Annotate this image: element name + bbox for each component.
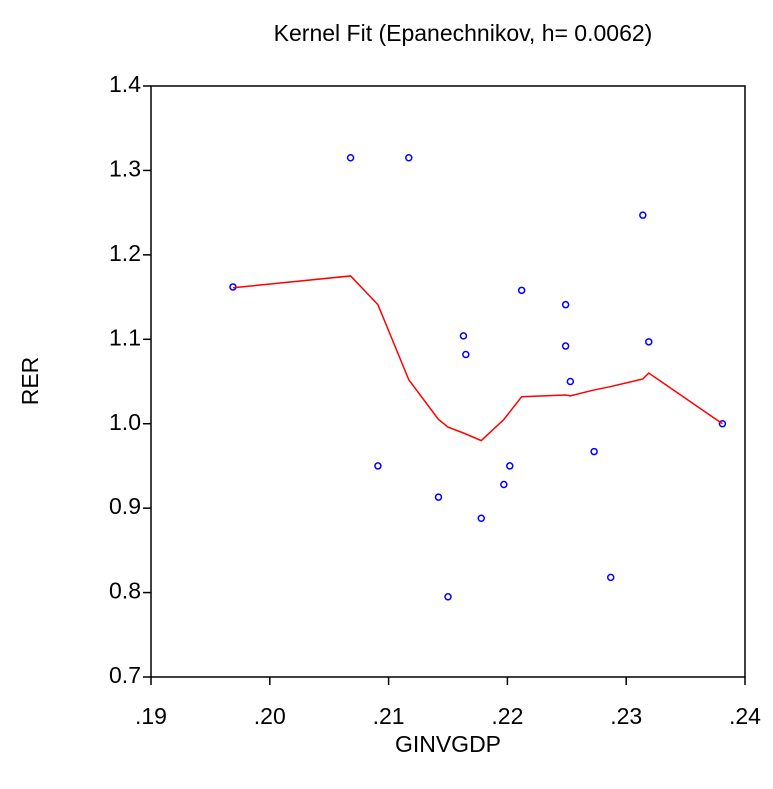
y-tick-label: 0.8: [109, 578, 141, 604]
point: [434, 493, 443, 501]
x-axis-label: GINVGDP: [395, 731, 501, 757]
plot-frame: [150, 85, 746, 678]
point: [566, 377, 575, 386]
x-tick-label: .19: [135, 703, 167, 729]
y-tick-label: 1.4: [109, 71, 141, 97]
point: [444, 593, 452, 601]
point: [346, 154, 355, 162]
point: [607, 573, 615, 582]
point: [462, 350, 470, 359]
y-tick-label: 1.0: [109, 409, 141, 435]
point: [405, 154, 413, 162]
point: [374, 462, 382, 470]
y-tick-label: 1.2: [109, 240, 141, 266]
point: [639, 211, 647, 219]
point: [561, 342, 570, 350]
point: [645, 338, 653, 346]
y-tick-label: 0.9: [109, 493, 141, 519]
point: [459, 332, 468, 340]
point: [561, 300, 570, 309]
y-tick-label: 1.3: [109, 156, 141, 182]
point: [500, 480, 508, 489]
y-axis-label: RER: [17, 357, 43, 406]
point: [506, 462, 514, 470]
x-tick-label: .23: [610, 703, 642, 729]
x-tick-label: .21: [373, 703, 405, 729]
x-tick-label: .24: [729, 703, 761, 729]
fit-line: [232, 275, 723, 442]
point: [477, 514, 486, 523]
y-tick-label: 0.7: [109, 662, 141, 688]
point: [718, 419, 727, 428]
x-tick-label: .20: [254, 703, 286, 729]
point: [590, 447, 598, 456]
x-tick-label: .22: [491, 703, 523, 729]
chart-title: Kernel Fit (Epanechnikov, h= 0.0062): [274, 20, 653, 46]
y-tick-label: 1.1: [109, 324, 141, 350]
point: [517, 286, 526, 295]
